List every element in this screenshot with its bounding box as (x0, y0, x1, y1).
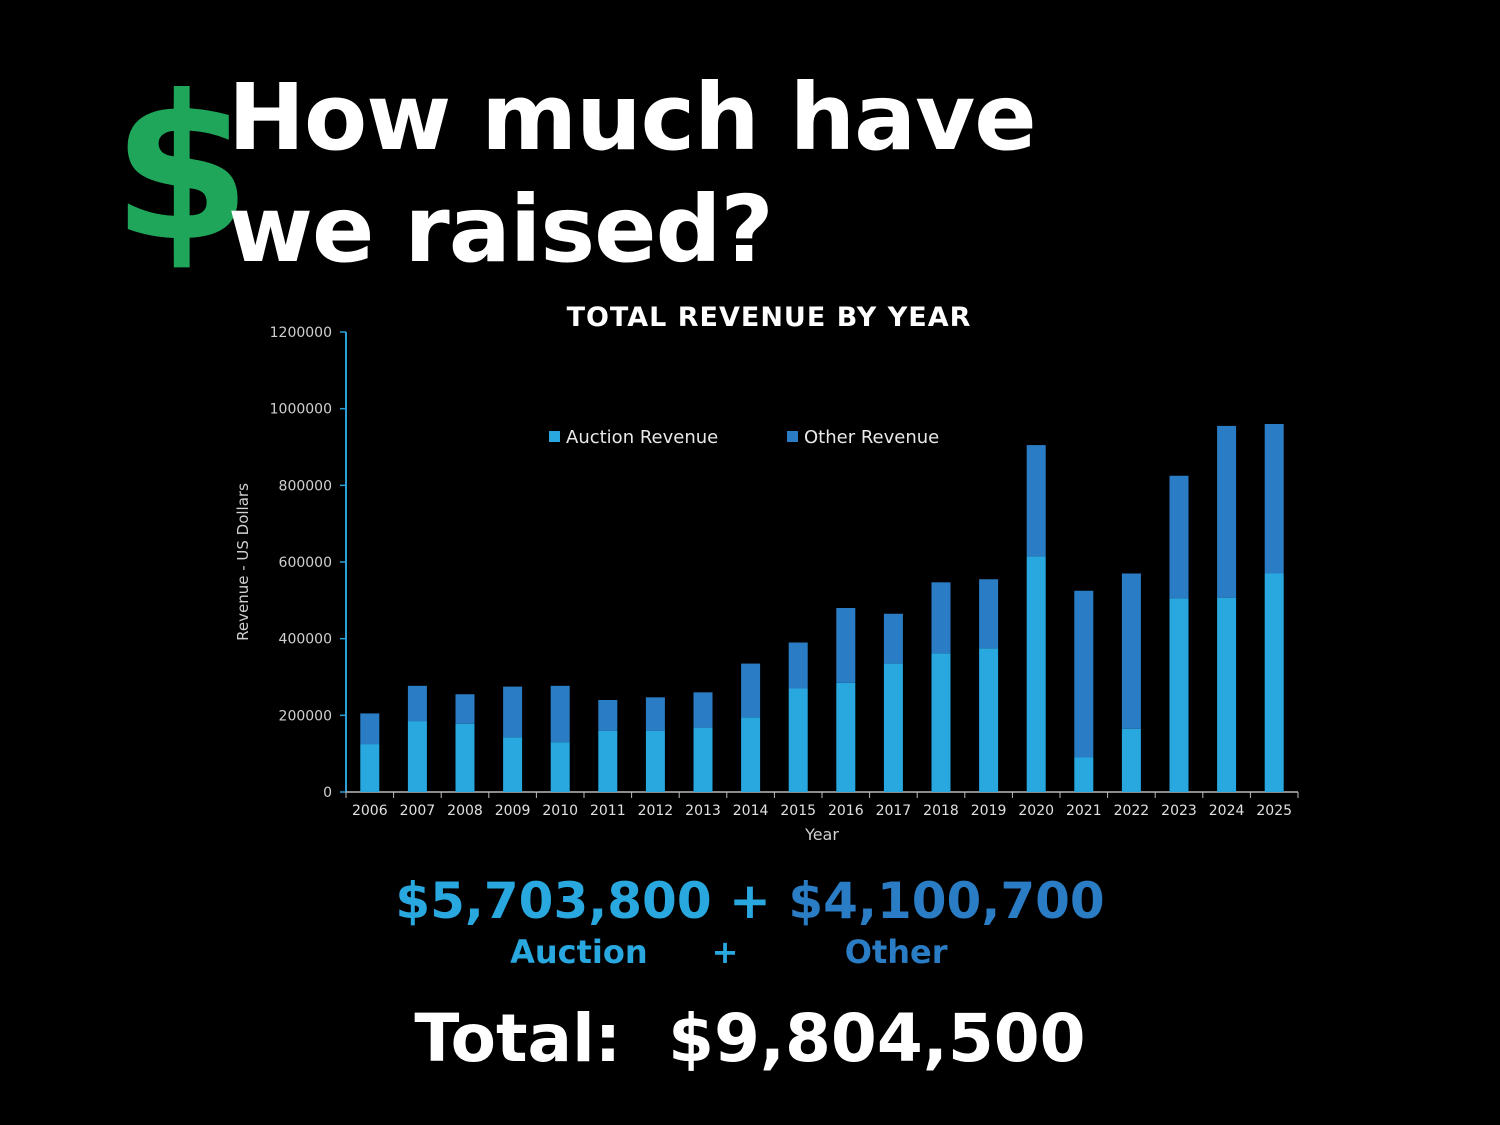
bar-auction-2017 (883, 663, 903, 792)
bar-other-2008 (455, 694, 475, 724)
legend-label-other: Other Revenue (804, 427, 939, 448)
x-tick-label: 2015 (780, 803, 816, 819)
y-tick-label: 600000 (279, 555, 332, 571)
bar-auction-2019 (979, 648, 999, 792)
legend-swatch-other (787, 431, 798, 442)
bar-other-2022 (1121, 573, 1141, 729)
x-tick-label: 2013 (685, 803, 721, 819)
legend-label-auction: Auction Revenue (566, 427, 718, 448)
bar-other-2016 (836, 608, 856, 683)
x-tick-label: 2021 (1066, 803, 1102, 819)
x-tick-label: 2023 (1161, 803, 1197, 819)
bar-auction-2015 (788, 688, 808, 792)
y-axis-label: Revenue - US Dollars (234, 483, 252, 641)
total-line: Total: $9,804,500 (0, 1000, 1500, 1077)
x-tick-label: 2022 (1114, 803, 1150, 819)
x-tick-label: 2011 (590, 803, 626, 819)
revenue-chart: TOTAL REVENUE BY YEAR 0 200000 400000 600000… (234, 302, 1299, 844)
bar-auction-2013 (693, 727, 713, 792)
bar-auction-2020 (1026, 556, 1046, 792)
x-tick-label: 2007 (400, 803, 436, 819)
y-tick-label: 400000 (279, 632, 332, 648)
bar-auction-2007 (407, 721, 427, 792)
x-tick-label: 2018 (923, 803, 959, 819)
x-tick-label: 2014 (733, 803, 769, 819)
chart-title: TOTAL REVENUE BY YEAR (567, 302, 972, 333)
bar-auction-2024 (1217, 597, 1237, 792)
x-tick-label: 2017 (876, 803, 912, 819)
y-tick-label: 1000000 (270, 402, 332, 418)
bar-other-2010 (550, 685, 570, 743)
bar-other-2015 (788, 642, 808, 689)
total-amount: $9,804,500 (668, 1000, 1086, 1077)
revenue-label-line: Auction + Other (0, 933, 1500, 971)
bar-auction-2010 (550, 742, 570, 792)
bar-auction-2022 (1121, 728, 1141, 792)
bar-other-2025 (1264, 424, 1284, 574)
y-tick-label: 1200000 (270, 325, 332, 341)
bar-other-2021 (1074, 590, 1094, 758)
bar-other-2018 (931, 582, 951, 654)
bar-other-2012 (645, 697, 665, 731)
bar-other-2014 (741, 663, 761, 718)
bar-other-2020 (1026, 445, 1046, 557)
plus-sign: + (729, 872, 771, 930)
bar-auction-2008 (455, 723, 475, 792)
x-tick-label: 2008 (447, 803, 483, 819)
revenue-sum-line: $5,703,800 + $4,100,700 (0, 872, 1500, 930)
x-tick-label: 2006 (352, 803, 388, 819)
bar-auction-2023 (1169, 598, 1189, 792)
plus-sign-label: + (711, 933, 739, 971)
x-axis-label: Year (804, 825, 839, 844)
y-tick-label: 0 (323, 785, 332, 801)
x-tick-label: 2010 (542, 803, 578, 819)
bar-auction-2021 (1074, 757, 1094, 792)
y-tick-label: 800000 (279, 478, 332, 494)
slide-title: How much have we raised? (228, 64, 1037, 283)
bar-auction-2025 (1264, 573, 1284, 792)
x-tick-label: 2019 (971, 803, 1007, 819)
bar-other-2007 (407, 685, 427, 722)
bar-other-2023 (1169, 475, 1189, 599)
other-label: Other (844, 933, 948, 971)
legend-swatch-auction (549, 431, 560, 442)
bar-other-2024 (1217, 425, 1237, 598)
x-tick-label: 2016 (828, 803, 864, 819)
bar-other-2009 (503, 686, 523, 738)
x-tick-label: 2025 (1256, 803, 1292, 819)
bar-other-2017 (883, 613, 903, 664)
total-label: Total: (414, 1000, 622, 1077)
x-tick-label: 2009 (495, 803, 531, 819)
other-amount: $4,100,700 (788, 872, 1105, 930)
auction-label: Auction (510, 933, 648, 971)
dollar-icon: $ (112, 53, 252, 286)
bar-auction-2009 (503, 737, 523, 792)
bar-auction-2016 (836, 682, 856, 792)
bar-auction-2011 (598, 730, 618, 792)
x-tick-label: 2020 (1018, 803, 1054, 819)
auction-amount: $5,703,800 (395, 872, 712, 930)
bar-other-2006 (360, 713, 380, 745)
bar-auction-2012 (645, 730, 665, 792)
bar-other-2019 (979, 579, 999, 649)
bar-other-2013 (693, 692, 713, 728)
x-tick-label: 2024 (1209, 803, 1245, 819)
x-tick-label: 2012 (638, 803, 674, 819)
bar-auction-2018 (931, 653, 951, 792)
y-tick-label: 200000 (279, 708, 332, 724)
bar-auction-2006 (360, 744, 380, 792)
bar-other-2011 (598, 700, 618, 731)
bar-auction-2014 (741, 717, 761, 792)
